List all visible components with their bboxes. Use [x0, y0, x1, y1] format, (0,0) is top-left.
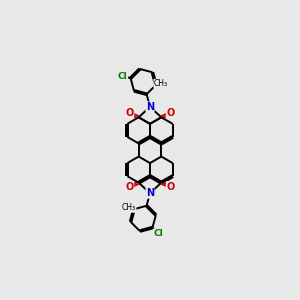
Text: O: O: [167, 182, 175, 192]
Text: Cl: Cl: [153, 229, 163, 238]
Text: CH₃: CH₃: [122, 203, 136, 212]
Text: CH₃: CH₃: [154, 79, 168, 88]
Text: N: N: [146, 188, 154, 198]
Text: N: N: [146, 102, 154, 112]
Text: O: O: [167, 108, 175, 118]
Text: O: O: [125, 108, 134, 118]
Text: Cl: Cl: [118, 72, 128, 81]
Text: O: O: [125, 182, 134, 192]
